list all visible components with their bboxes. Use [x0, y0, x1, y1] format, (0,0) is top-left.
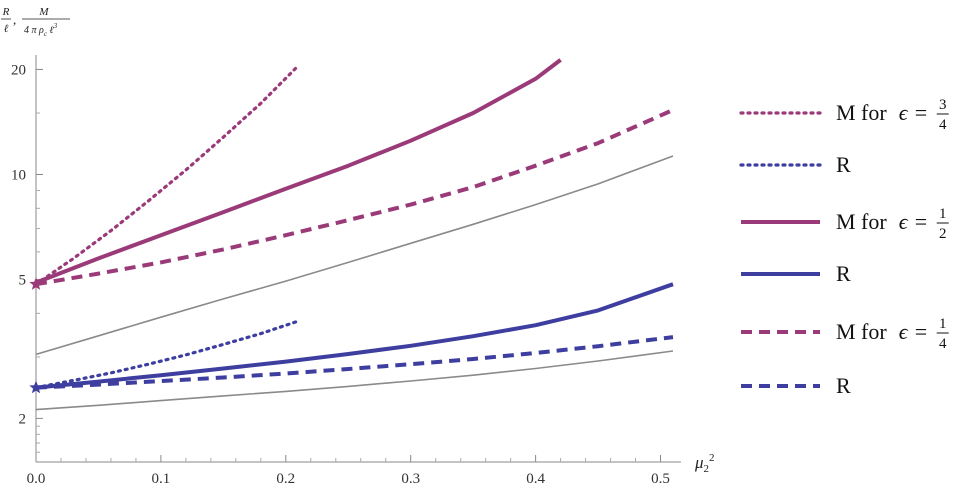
- series-line-7: [35, 350, 674, 411]
- y-axis-label: Rℓ, M 4 π ρc ℓ3: [1, 6, 70, 38]
- legend-label-2: M for: [836, 209, 887, 234]
- x-tick-label: 0.2: [276, 471, 295, 487]
- star-marker-0: [29, 277, 43, 290]
- legend-frac-den-4: 4: [939, 336, 947, 352]
- marker-layer: [29, 277, 43, 394]
- series-line-4: [35, 108, 674, 287]
- y-tick-label: 10: [11, 167, 26, 183]
- ylabel-frac1-den: ℓ: [4, 23, 9, 35]
- ylabel-frac1-num: R: [2, 6, 10, 18]
- axes: 0.0 0.1 0.2 0.3 0.4 0.5 2 5 10 20: [11, 55, 681, 487]
- legend-epsilon-4: ϵ: [899, 319, 909, 344]
- x-axis-label: μ22: [694, 452, 715, 475]
- ylabel-separator: ,: [13, 12, 16, 27]
- star-marker-1: [29, 380, 43, 394]
- series-line-1: [34, 319, 300, 390]
- x-tick-label: 0.5: [651, 471, 670, 487]
- xlabel-text: μ22: [694, 452, 715, 475]
- legend-frac-num-2: 1: [939, 206, 947, 222]
- legend-frac-num-4: 1: [939, 316, 947, 332]
- legend-frac-den-2: 2: [939, 226, 947, 242]
- legend-label-3: R: [836, 261, 851, 286]
- y-tick-label: 5: [19, 273, 27, 289]
- series-line-2: [35, 58, 562, 285]
- x-tick-label: 0.4: [526, 471, 545, 487]
- series-line-3: [35, 282, 674, 390]
- legend-epsilon-2: ϵ: [899, 209, 909, 234]
- x-tick-label: 0.0: [27, 471, 46, 487]
- y-tick-label: 20: [11, 62, 26, 78]
- y-tick-label: 2: [19, 411, 27, 427]
- legend-frac-num-0: 3: [939, 97, 947, 113]
- legend-label-1: R: [836, 152, 851, 177]
- legend-label-5: R: [836, 373, 851, 398]
- legend-label-0: M for: [836, 100, 887, 125]
- legend-frac-den-0: 4: [939, 117, 947, 133]
- series-line-6: [35, 155, 674, 356]
- ylabel-frac2-num: M: [38, 6, 49, 18]
- legend-equals-0: =: [915, 100, 927, 125]
- legend-epsilon-0: ϵ: [899, 100, 909, 125]
- legend-equals-2: =: [915, 209, 927, 234]
- series-line-5: [35, 335, 674, 390]
- series-layer: [34, 58, 674, 411]
- x-tick-label: 0.3: [401, 471, 420, 487]
- legend-equals-4: =: [915, 319, 927, 344]
- series-line-0: [34, 64, 300, 286]
- x-tick-label: 0.1: [152, 471, 171, 487]
- legend-label-4: M for: [836, 319, 887, 344]
- ylabel-frac2-den: 4 π ρc ℓ3: [24, 22, 58, 38]
